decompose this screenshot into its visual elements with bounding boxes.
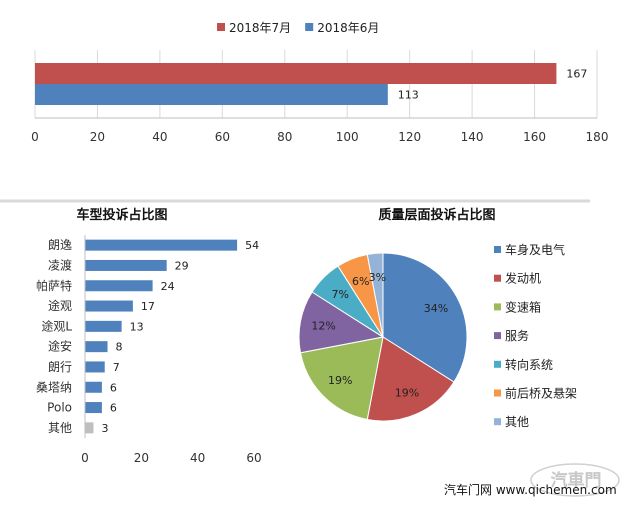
legend-label: 车身及电气 bbox=[505, 242, 565, 257]
watermark: 汽車門 汽车门网 www.qichemen.com bbox=[444, 463, 620, 497]
slice-label: 7% bbox=[332, 288, 349, 301]
legend-label: 变速箱 bbox=[505, 299, 541, 314]
data-label: 24 bbox=[161, 280, 175, 293]
legend-label: 发动机 bbox=[505, 271, 541, 286]
top-chart-bars: 167 113 bbox=[35, 63, 587, 105]
top-chart-x-axis: 0 20 40 60 80 100 120 140 160 180 bbox=[31, 117, 609, 144]
bar bbox=[85, 381, 102, 393]
legend-label: 2018年6月 bbox=[317, 21, 379, 35]
car-logo-icon bbox=[530, 463, 620, 497]
data-label: 113 bbox=[398, 89, 419, 102]
data-label: 167 bbox=[566, 68, 587, 81]
slice-label: 3% bbox=[369, 271, 386, 284]
category-label: 途观L bbox=[41, 318, 72, 333]
slice-label: 6% bbox=[352, 275, 369, 288]
data-label: 6 bbox=[110, 381, 117, 394]
category-label: 帕萨特 bbox=[36, 278, 72, 293]
bar bbox=[85, 320, 122, 332]
legend-swatch bbox=[494, 274, 501, 282]
x-tick-label: 0 bbox=[81, 451, 89, 465]
data-label: 13 bbox=[130, 320, 144, 333]
x-tick-label: 160 bbox=[523, 130, 546, 144]
model-complaint-chart: 车型投诉占比图 朗逸 54 凌渡 29 帕萨特 24 途观 17 途观L 13 途安 8 朗行 7 桑塔纳 6… bbox=[36, 207, 262, 465]
model-chart-x-axis: 0 20 40 60 bbox=[81, 235, 262, 465]
x-tick-label: 100 bbox=[336, 130, 359, 144]
slice-label: 12% bbox=[311, 320, 335, 333]
x-tick-label: 0 bbox=[31, 130, 39, 144]
data-label: 8 bbox=[116, 341, 123, 354]
bar bbox=[35, 84, 388, 105]
x-tick-label: 40 bbox=[152, 130, 167, 144]
x-tick-label: 80 bbox=[277, 130, 292, 144]
bar bbox=[85, 259, 167, 271]
watermark-text: 汽车门网 www.qichemen.com bbox=[444, 482, 617, 497]
category-label: 途安 bbox=[48, 339, 72, 354]
data-label: 6 bbox=[110, 402, 117, 415]
x-tick-label: 120 bbox=[398, 130, 421, 144]
category-label: 朗行 bbox=[48, 360, 72, 374]
data-label: 29 bbox=[175, 259, 189, 272]
legend-swatch bbox=[217, 23, 225, 31]
x-tick-label: 20 bbox=[90, 130, 105, 144]
bar bbox=[85, 422, 94, 434]
bar bbox=[85, 402, 102, 414]
top-chart-legend: 2018年7月 2018年6月 bbox=[217, 21, 379, 35]
model-chart-title: 车型投诉占比图 bbox=[76, 207, 167, 223]
legend-label: 2018年7月 bbox=[229, 21, 291, 35]
pie-slice bbox=[298, 291, 385, 354]
legend-label: 前后桥及悬架 bbox=[505, 386, 577, 401]
quality-complaint-chart: 质量层面投诉占比图 34% 19% 19% 12% 7%6% 3% 车身及电气发动机变速箱… bbox=[298, 207, 577, 429]
x-tick-label: 20 bbox=[134, 451, 149, 465]
legend-swatch bbox=[494, 303, 501, 311]
data-label: 17 bbox=[141, 300, 155, 313]
bar bbox=[85, 239, 238, 251]
legend-label: 服务 bbox=[505, 328, 529, 343]
bar bbox=[85, 300, 133, 312]
quality-chart-title: 质量层面投诉占比图 bbox=[378, 207, 495, 223]
top-bar-chart: 2018年7月 2018年6月 167 113 0 20 40 60 80 100 120 140… bbox=[31, 21, 608, 144]
slice-label: 19% bbox=[328, 374, 352, 387]
legend-swatch bbox=[494, 360, 501, 368]
legend-swatch bbox=[305, 23, 314, 31]
quality-pie: 34% 19% 19% 12% 7%6% 3% bbox=[298, 252, 468, 422]
x-tick-label: 60 bbox=[215, 130, 230, 144]
x-tick-label: 180 bbox=[586, 130, 609, 144]
watermark-logo-text: 汽車門 bbox=[551, 470, 602, 491]
category-label: Polo bbox=[47, 401, 72, 415]
pie-slice bbox=[299, 336, 384, 421]
legend-label: 其他 bbox=[505, 415, 529, 429]
data-label: 7 bbox=[113, 361, 120, 374]
bar bbox=[35, 63, 557, 84]
x-tick-label: 60 bbox=[246, 451, 261, 465]
bar bbox=[85, 361, 105, 373]
bar bbox=[85, 280, 153, 292]
legend-swatch bbox=[494, 332, 501, 340]
category-label: 朗逸 bbox=[48, 238, 72, 252]
legend-label: 转向系统 bbox=[505, 357, 553, 372]
category-label: 途观 bbox=[48, 298, 72, 313]
data-label: 3 bbox=[101, 422, 108, 435]
category-label: 其他 bbox=[48, 421, 72, 435]
legend-swatch bbox=[494, 246, 501, 253]
data-label: 54 bbox=[245, 239, 259, 252]
category-label: 凌渡 bbox=[48, 257, 72, 272]
x-tick-label: 140 bbox=[461, 130, 484, 144]
pie-slice bbox=[366, 252, 384, 338]
bar bbox=[85, 341, 108, 353]
legend-swatch bbox=[494, 389, 501, 397]
legend-swatch bbox=[494, 418, 501, 426]
slice-label: 34% bbox=[424, 302, 448, 315]
x-tick-label: 40 bbox=[190, 451, 205, 465]
model-chart-bars: 朗逸 54 凌渡 29 帕萨特 24 途观 17 途观L 13 途安 8 朗行 7 桑塔纳 6 Polo 6 其他 3 bbox=[36, 238, 259, 435]
pie-slice bbox=[366, 336, 455, 422]
category-label: 桑塔纳 bbox=[36, 380, 72, 394]
slice-label: 19% bbox=[395, 387, 419, 400]
